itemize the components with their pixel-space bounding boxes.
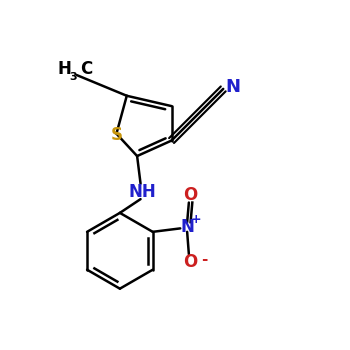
Text: C: C	[80, 60, 92, 78]
Text: N: N	[180, 218, 194, 236]
Text: N: N	[225, 78, 240, 96]
Text: -: -	[201, 252, 208, 267]
Text: +: +	[190, 213, 201, 226]
Text: O: O	[183, 186, 198, 204]
Text: NH: NH	[128, 183, 156, 201]
Text: O: O	[183, 253, 198, 271]
Text: S: S	[111, 126, 122, 145]
Text: 3: 3	[70, 72, 77, 82]
Text: H: H	[58, 60, 72, 78]
